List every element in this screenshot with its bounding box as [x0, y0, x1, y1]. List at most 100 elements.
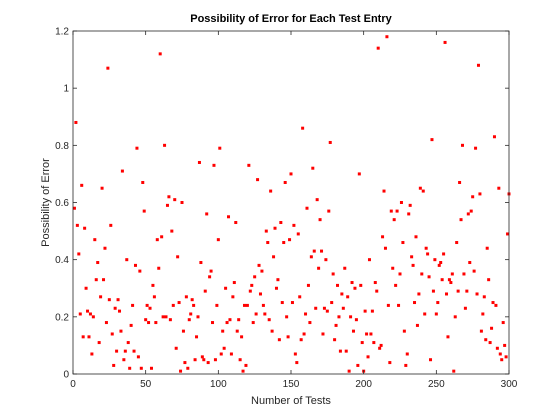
data-point [75, 223, 79, 227]
data-point [459, 218, 463, 222]
data-point [118, 309, 122, 313]
data-point [354, 318, 358, 322]
data-point [253, 275, 257, 279]
data-point [485, 246, 489, 250]
data-point [173, 198, 177, 202]
data-point [356, 363, 360, 367]
data-point [187, 318, 191, 322]
data-point [181, 329, 185, 333]
data-point [411, 263, 415, 267]
data-point [443, 40, 447, 44]
data-point [74, 120, 78, 124]
data-point [170, 229, 174, 233]
data-point [267, 318, 271, 322]
data-point [365, 332, 369, 336]
data-point [341, 306, 345, 310]
data-point [388, 361, 392, 365]
data-point [164, 315, 168, 319]
data-point [331, 272, 335, 276]
data-point [497, 186, 501, 190]
data-point [102, 278, 106, 282]
data-point [476, 63, 480, 67]
data-point [295, 361, 299, 365]
data-point [196, 315, 200, 319]
data-point [360, 341, 364, 345]
data-point [216, 238, 220, 242]
data-point [257, 263, 261, 267]
data-point [327, 209, 331, 213]
data-point [410, 255, 414, 259]
data-point [211, 321, 215, 325]
data-point [260, 269, 264, 273]
data-point [482, 295, 486, 299]
data-point [372, 341, 376, 345]
data-point [370, 309, 374, 313]
data-point [460, 143, 464, 147]
data-point [138, 269, 142, 273]
data-point [373, 281, 377, 285]
data-point [293, 352, 297, 356]
data-point [351, 329, 355, 333]
y-tick-label: 0.6 [55, 198, 69, 209]
data-point [256, 178, 260, 182]
data-point [128, 366, 132, 370]
data-point [80, 183, 84, 187]
data-point [206, 361, 210, 365]
data-point [453, 315, 457, 319]
data-point [408, 203, 412, 207]
data-point [500, 358, 504, 362]
data-point [126, 341, 130, 345]
x-tick-label: 100 [210, 379, 227, 390]
data-point [465, 289, 469, 293]
data-point [266, 241, 270, 245]
data-point [160, 235, 164, 239]
data-point [383, 246, 387, 250]
data-point [475, 292, 479, 296]
data-point [189, 312, 193, 316]
data-point [151, 283, 155, 287]
data-point [131, 303, 135, 307]
y-tick-label: 0.2 [55, 312, 69, 323]
data-point [83, 226, 87, 230]
data-point [424, 246, 428, 250]
data-point [228, 318, 232, 322]
y-axis-label: Possibility of Error [40, 158, 52, 247]
data-point [115, 349, 119, 353]
data-point [504, 355, 508, 359]
data-point [487, 278, 491, 282]
data-point [498, 352, 502, 356]
data-point [227, 215, 231, 219]
data-point [401, 241, 405, 245]
data-point [77, 252, 81, 256]
data-point [208, 275, 212, 279]
data-point [309, 255, 313, 259]
data-point [234, 221, 238, 225]
data-point [106, 66, 110, 70]
data-point [155, 238, 159, 242]
data-point [218, 146, 222, 150]
data-point [258, 292, 262, 296]
data-point [277, 338, 281, 342]
data-point [282, 241, 286, 245]
data-point [248, 289, 252, 293]
data-point [231, 295, 235, 299]
data-point [434, 312, 438, 316]
data-point [296, 232, 300, 236]
data-point [466, 212, 470, 216]
x-tick-label: 300 [501, 379, 518, 390]
data-point [349, 315, 353, 319]
data-point [285, 315, 289, 319]
data-point [263, 312, 267, 316]
data-point [96, 261, 100, 265]
data-point [367, 258, 371, 262]
data-point [462, 272, 466, 276]
data-point [122, 358, 126, 362]
data-point [314, 306, 318, 310]
data-point [235, 329, 239, 333]
data-point [501, 321, 505, 325]
axes-background [73, 31, 509, 374]
data-point [437, 263, 441, 267]
data-point [343, 266, 347, 270]
data-point [158, 52, 162, 56]
